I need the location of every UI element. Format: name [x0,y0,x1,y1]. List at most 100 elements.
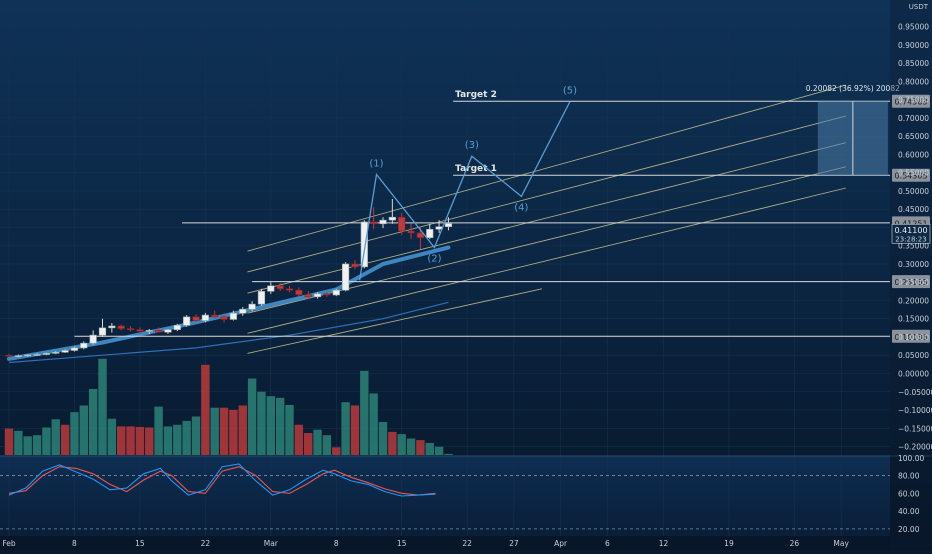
price-tick-label: 0.05000 [898,351,929,360]
volume-bar [322,435,332,455]
volume-bar [4,428,14,455]
candle-body [398,216,406,232]
price-tick-label: 0.95000 [898,23,929,32]
price-tick-label: 0.25000 [898,278,929,287]
volume-bar [350,405,360,455]
price-tick-label: 0.35000 [898,242,929,251]
date-tick-label: 15 [135,539,145,548]
price-axis-background [890,0,932,550]
candle-body [285,288,294,291]
candle-body [351,263,359,268]
price-tick-label: 0.80000 [898,77,929,86]
oscillator-tick-label: 20.00 [898,525,920,534]
volume-bar [332,447,341,455]
fib-channel-line [247,187,846,334]
candlesticks [5,198,453,358]
date-tick-label: 22 [462,539,472,548]
candle-body [108,325,116,329]
volume-bar [14,430,23,455]
candle-body [295,289,303,295]
volume-bar [257,391,266,455]
date-tick-label: 6 [605,539,610,548]
oscillator-line [8,463,436,497]
level-price-label: 0.25165 [894,278,927,287]
volume-bar [360,370,369,455]
volume-bar [51,419,60,455]
price-tick-label: 0.65000 [898,132,929,141]
candle-body [370,221,378,225]
date-tick-label: 8 [72,539,77,548]
candle-body [239,308,247,314]
candle-body [341,263,350,291]
volume-bar [388,431,397,455]
volume-bar [285,404,294,455]
volume-bar [79,405,88,455]
volume-bar [434,446,444,455]
stochastic-rsi [0,455,932,530]
volume-bar [126,426,135,455]
volume-bar [182,420,191,455]
horizontal-levels[interactable]: 0.74563 Target 2 0.54305 Target 1 0.41251 0.2… [74,90,930,343]
wave-label: (3) [465,140,479,151]
candle-body [52,352,60,354]
volume-bar [406,438,416,455]
candle-body [192,316,200,321]
candle-body [267,285,275,292]
volume-bar [42,427,51,455]
volume-bar [425,442,434,455]
candle-body [24,354,32,357]
candle-body [155,330,163,333]
bar-countdown: 23:28:23 [895,235,926,243]
wave-label: (2) [427,254,441,265]
date-tick-label: Feb [2,539,16,548]
price-tick-label: 0.75000 [898,96,929,105]
wave-label: (4) [514,202,528,213]
price-tick-label: 0.30000 [898,260,929,269]
candle-body [70,347,79,351]
volume-bar [341,402,350,455]
volume-bar [210,407,219,455]
date-tick-label: 8 [334,539,339,548]
measure-label: 0.20082 (36.92%) 20082 [806,84,900,93]
candle-body [257,291,266,305]
volume-bar [229,409,238,455]
volume-bar [397,434,406,455]
oscillator-tick-label: 100.00 [898,454,924,463]
volume-bar [107,418,117,455]
volume-bar [117,426,126,455]
oscillator-tick-label: 60.00 [898,489,920,498]
measure-tool[interactable]: 0.20082 (36.92%) 20082 [806,84,900,176]
volume-bar [444,453,453,455]
elliott-wave[interactable]: (1) (2) (3) (4) (5) [358,85,578,281]
volume-bar [247,378,257,455]
level-target-label: Target 2 [455,90,497,100]
price-tick-label: −0.10000 [898,406,932,415]
date-tick-label: 12 [659,539,669,548]
volume-bar [88,389,98,455]
wave-label: (5) [563,85,577,96]
volume-bar [275,397,285,455]
candle-body [42,353,50,355]
candle-body [220,316,228,320]
wave-path [358,101,571,281]
level-price-tag [892,94,930,108]
date-tick-label: 22 [201,539,211,548]
volume-bar [304,433,313,455]
date-tick-label: Mar [264,539,279,548]
candle-body [136,329,144,332]
last-price-label: 0.41100 [894,226,927,235]
candle-body [360,221,368,268]
candle-body [416,232,425,238]
volume-bar [173,424,182,455]
price-tick-label: 0.20000 [898,296,929,305]
candle-body [426,228,434,238]
moving-averages [7,245,451,364]
level-price-label: 0.74563 [894,98,927,107]
fast-moving-average [7,245,451,361]
candle-body [229,312,238,320]
volume-bar [238,405,247,455]
fib-channel-line [247,115,846,273]
oscillator-line [8,466,436,496]
